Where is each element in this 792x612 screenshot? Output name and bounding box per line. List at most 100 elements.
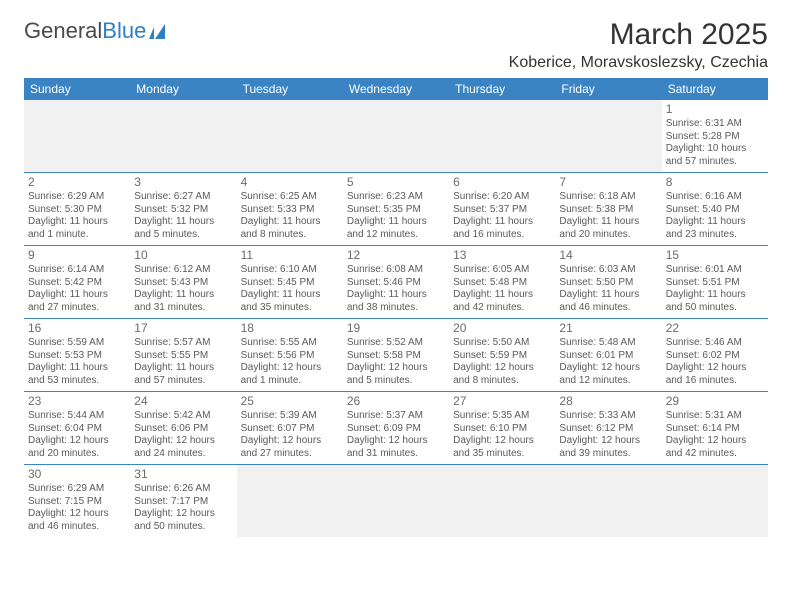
sunset-text: Sunset: 5:58 PM xyxy=(347,350,445,363)
sunrise-text: Sunrise: 6:16 AM xyxy=(666,191,764,204)
daylight-text: Daylight: 12 hours and 5 minutes. xyxy=(347,362,445,387)
daylight-text: Daylight: 12 hours and 27 minutes. xyxy=(241,435,339,460)
calendar-day: 6Sunrise: 6:20 AMSunset: 5:37 PMDaylight… xyxy=(449,173,555,246)
calendar-table: SundayMondayTuesdayWednesdayThursdayFrid… xyxy=(24,78,768,537)
daylight-text: Daylight: 12 hours and 42 minutes. xyxy=(666,435,764,460)
weekday-header: Tuesday xyxy=(237,78,343,100)
sunset-text: Sunset: 5:38 PM xyxy=(559,204,657,217)
sunset-text: Sunset: 5:28 PM xyxy=(666,131,764,144)
sunset-text: Sunset: 5:40 PM xyxy=(666,204,764,217)
sunrise-text: Sunrise: 6:18 AM xyxy=(559,191,657,204)
daylight-text: Daylight: 11 hours and 46 minutes. xyxy=(559,289,657,314)
day-number: 31 xyxy=(134,467,232,482)
sunset-text: Sunset: 5:56 PM xyxy=(241,350,339,363)
day-number: 5 xyxy=(347,175,445,190)
day-number: 13 xyxy=(453,248,551,263)
sunrise-text: Sunrise: 5:31 AM xyxy=(666,410,764,423)
sunset-text: Sunset: 6:10 PM xyxy=(453,423,551,436)
day-number: 27 xyxy=(453,394,551,409)
calendar-day: 31Sunrise: 6:26 AMSunset: 7:17 PMDayligh… xyxy=(130,465,236,538)
calendar-day: 21Sunrise: 5:48 AMSunset: 6:01 PMDayligh… xyxy=(555,319,661,392)
daylight-text: Daylight: 12 hours and 39 minutes. xyxy=(559,435,657,460)
day-number: 25 xyxy=(241,394,339,409)
weekday-header: Saturday xyxy=(662,78,768,100)
day-number: 16 xyxy=(28,321,126,336)
daylight-text: Daylight: 11 hours and 12 minutes. xyxy=(347,216,445,241)
sunset-text: Sunset: 5:53 PM xyxy=(28,350,126,363)
calendar-day: 27Sunrise: 5:35 AMSunset: 6:10 PMDayligh… xyxy=(449,392,555,465)
day-number: 8 xyxy=(666,175,764,190)
brand-part2: Blue xyxy=(102,18,146,44)
calendar-day-empty xyxy=(343,100,449,173)
day-number: 1 xyxy=(666,102,764,117)
daylight-text: Daylight: 12 hours and 35 minutes. xyxy=(453,435,551,460)
calendar-day: 25Sunrise: 5:39 AMSunset: 6:07 PMDayligh… xyxy=(237,392,343,465)
calendar-week: 16Sunrise: 5:59 AMSunset: 5:53 PM Dayligh… xyxy=(24,319,768,392)
sunrise-text: Sunrise: 5:33 AM xyxy=(559,410,657,423)
calendar-day: 24Sunrise: 5:42 AMSunset: 6:06 PMDayligh… xyxy=(130,392,236,465)
flag-icon xyxy=(149,21,175,41)
calendar-day: 9Sunrise: 6:14 AMSunset: 5:42 PMDaylight… xyxy=(24,246,130,319)
calendar-week: 2Sunrise: 6:29 AMSunset: 5:30 PMDaylight… xyxy=(24,173,768,246)
sunrise-text: Sunrise: 5:48 AM xyxy=(559,337,657,350)
calendar-week: 23Sunrise: 5:44 AMSunset: 6:04 PMDayligh… xyxy=(24,392,768,465)
calendar-day: 15Sunrise: 6:01 AMSunset: 5:51 PMDayligh… xyxy=(662,246,768,319)
sunrise-text: Sunrise: 6:23 AM xyxy=(347,191,445,204)
calendar-day-empty xyxy=(555,100,661,173)
calendar-day-empty xyxy=(130,100,236,173)
day-number: 3 xyxy=(134,175,232,190)
sunset-text: Sunset: 5:32 PM xyxy=(134,204,232,217)
calendar-day: 1Sunrise: 6:31 AMSunset: 5:28 PMDaylight… xyxy=(662,100,768,173)
sunset-text: Sunset: 5:33 PM xyxy=(241,204,339,217)
sunrise-text: Sunrise: 5:46 AM xyxy=(666,337,764,350)
daylight-text: Daylight: 11 hours and 23 minutes. xyxy=(666,216,764,241)
day-number: 19 xyxy=(347,321,445,336)
calendar-day: 5Sunrise: 6:23 AMSunset: 5:35 PMDaylight… xyxy=(343,173,449,246)
calendar-day: 11Sunrise: 6:10 AMSunset: 5:45 PMDayligh… xyxy=(237,246,343,319)
calendar-day: 22Sunrise: 5:46 AMSunset: 6:02 PMDayligh… xyxy=(662,319,768,392)
calendar-day: 23Sunrise: 5:44 AMSunset: 6:04 PMDayligh… xyxy=(24,392,130,465)
sunrise-text: Sunrise: 6:03 AM xyxy=(559,264,657,277)
sunrise-text: Sunrise: 5:59 AM xyxy=(28,337,126,350)
daylight-text: Daylight: 11 hours and 20 minutes. xyxy=(559,216,657,241)
day-number: 24 xyxy=(134,394,232,409)
calendar-day: 8Sunrise: 6:16 AMSunset: 5:40 PMDaylight… xyxy=(662,173,768,246)
daylight-text: Daylight: 11 hours and 5 minutes. xyxy=(134,216,232,241)
calendar-week: 1Sunrise: 6:31 AMSunset: 5:28 PMDaylight… xyxy=(24,100,768,173)
calendar-day: 12Sunrise: 6:08 AMSunset: 5:46 PMDayligh… xyxy=(343,246,449,319)
day-number: 11 xyxy=(241,248,339,263)
calendar-day: 4Sunrise: 6:25 AMSunset: 5:33 PMDaylight… xyxy=(237,173,343,246)
sunrise-text: Sunrise: 6:25 AM xyxy=(241,191,339,204)
sunrise-text: Sunrise: 5:57 AM xyxy=(134,337,232,350)
daylight-text: Daylight: 11 hours and 16 minutes. xyxy=(453,216,551,241)
day-number: 6 xyxy=(453,175,551,190)
title-block: March 2025 Koberice, Moravskoslezsky, Cz… xyxy=(509,18,768,72)
daylight-text: Daylight: 11 hours and 8 minutes. xyxy=(241,216,339,241)
sunset-text: Sunset: 5:48 PM xyxy=(453,277,551,290)
sunset-text: Sunset: 6:01 PM xyxy=(559,350,657,363)
sunrise-text: Sunrise: 5:52 AM xyxy=(347,337,445,350)
daylight-text: Daylight: 12 hours and 1 minute. xyxy=(241,362,339,387)
sunrise-text: Sunrise: 5:50 AM xyxy=(453,337,551,350)
calendar-day: 3Sunrise: 6:27 AMSunset: 5:32 PMDaylight… xyxy=(130,173,236,246)
daylight-text: Daylight: 11 hours and 27 minutes. xyxy=(28,289,126,314)
day-number: 9 xyxy=(28,248,126,263)
sunset-text: Sunset: 6:02 PM xyxy=(666,350,764,363)
sunset-text: Sunset: 5:45 PM xyxy=(241,277,339,290)
sunset-text: Sunset: 6:09 PM xyxy=(347,423,445,436)
daylight-text: Daylight: 11 hours and 57 minutes. xyxy=(134,362,232,387)
day-number: 30 xyxy=(28,467,126,482)
day-number: 18 xyxy=(241,321,339,336)
sunrise-text: Sunrise: 5:39 AM xyxy=(241,410,339,423)
weekday-header: Sunday xyxy=(24,78,130,100)
daylight-text: Daylight: 12 hours and 16 minutes. xyxy=(666,362,764,387)
sunset-text: Sunset: 5:37 PM xyxy=(453,204,551,217)
calendar-day-empty xyxy=(237,465,343,538)
daylight-text: Daylight: 12 hours and 24 minutes. xyxy=(134,435,232,460)
weekday-header: Monday xyxy=(130,78,236,100)
sunset-text: Sunset: 6:12 PM xyxy=(559,423,657,436)
daylight-text: Daylight: 12 hours and 31 minutes. xyxy=(347,435,445,460)
day-number: 21 xyxy=(559,321,657,336)
day-number: 20 xyxy=(453,321,551,336)
sunrise-text: Sunrise: 6:12 AM xyxy=(134,264,232,277)
